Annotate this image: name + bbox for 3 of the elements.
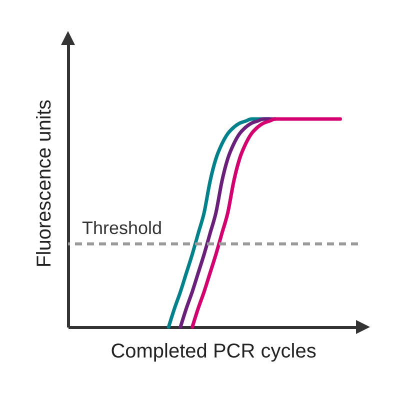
x-axis-title: Completed PCR cycles [110, 340, 316, 362]
y-axis-title: Fluorescence units [34, 100, 56, 268]
ref-line-label: Threshold [82, 218, 162, 238]
